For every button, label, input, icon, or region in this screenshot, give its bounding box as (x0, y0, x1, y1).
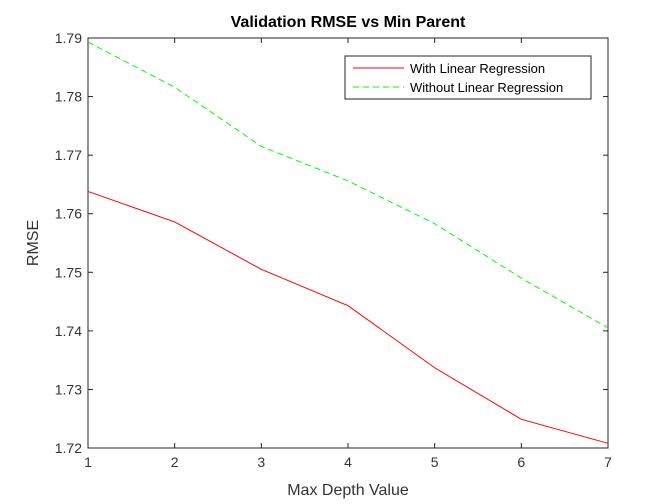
y-tick-label: 1.78 (55, 89, 82, 105)
x-tick-label: 1 (84, 454, 92, 470)
y-tick-label: 1.74 (55, 323, 82, 339)
x-tick-label: 4 (344, 454, 352, 470)
x-tick-label: 7 (604, 454, 612, 470)
x-tick-label: 3 (257, 454, 265, 470)
x-tick-label: 5 (431, 454, 439, 470)
legend-box (344, 55, 592, 100)
x-tick-label: 6 (517, 454, 525, 470)
legend: With Linear Regression Without Linear Re… (344, 55, 592, 100)
legend-label-without-linear-regression: Without Linear Regression (410, 80, 563, 95)
series-line-with-linear-regression (87, 190, 609, 444)
y-tick-label: 1.77 (55, 147, 82, 163)
y-tick-label: 1.73 (55, 381, 82, 397)
plot-area (87, 37, 609, 449)
plot-frame (87, 37, 609, 449)
x-axis-ticks: 1 2 3 4 5 6 7 (84, 38, 612, 470)
y-tick-label: 1.75 (55, 264, 82, 280)
x-axis-label: Max Depth Value (287, 482, 409, 499)
y-tick-label: 1.72 (55, 440, 82, 456)
x-tick-label: 2 (171, 454, 179, 470)
series-line-without-linear-regression (87, 41, 609, 329)
series-layer (87, 41, 609, 444)
y-axis-label: RMSE (25, 220, 42, 266)
legend-label-with-linear-regression: With Linear Regression (410, 61, 545, 76)
y-tick-label: 1.79 (55, 30, 82, 46)
y-axis-ticks: 1.72 1.73 1.74 1.75 1.76 1.77 1.78 1.79 (55, 30, 608, 456)
chart-title: Validation RMSE vs Min Parent (231, 14, 466, 31)
y-tick-label: 1.76 (55, 206, 82, 222)
